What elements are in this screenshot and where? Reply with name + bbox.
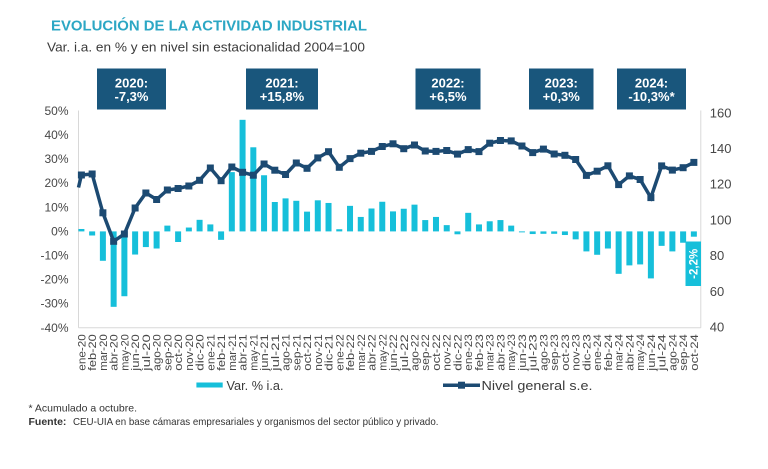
svg-text:-2,2%: -2,2%: [689, 249, 701, 279]
svg-text:nov-20: nov-20: [184, 334, 196, 371]
svg-text:abr-23: abr-23: [495, 334, 507, 371]
svg-text:sep-24: sep-24: [678, 334, 690, 371]
svg-text:mar-21: mar-21: [227, 334, 239, 371]
svg-text:2020:: 2020:: [115, 76, 148, 91]
svg-text:+0,3%: +0,3%: [543, 89, 581, 104]
svg-text:oct-23: oct-23: [560, 334, 572, 371]
svg-text:feb-21: feb-21: [216, 334, 228, 371]
svg-text:ago-24: ago-24: [667, 334, 679, 371]
svg-text:abr-20: abr-20: [109, 334, 121, 371]
svg-text:+6,5%: +6,5%: [429, 89, 467, 104]
svg-text:nov-21: nov-21: [313, 334, 325, 371]
svg-text:Fuente:: Fuente:: [29, 416, 67, 428]
svg-text:jun-23: jun-23: [517, 334, 529, 372]
svg-text:60: 60: [710, 284, 724, 299]
svg-text:100: 100: [710, 212, 732, 227]
svg-text:mar-22: mar-22: [356, 334, 368, 371]
svg-text:jun-24: jun-24: [646, 334, 658, 372]
svg-text:ene-23: ene-23: [463, 334, 475, 371]
svg-text:sep-22: sep-22: [420, 334, 432, 371]
svg-text:ago-23: ago-23: [538, 334, 550, 371]
svg-text:10%: 10%: [44, 200, 68, 214]
svg-text:ene-22: ene-22: [334, 334, 346, 371]
svg-text:+15,8%: +15,8%: [260, 89, 305, 104]
svg-text:2021:: 2021:: [265, 76, 298, 91]
svg-text:2024:: 2024:: [635, 76, 668, 91]
svg-text:may-22: may-22: [377, 334, 389, 371]
svg-text:-10,3%*: -10,3%*: [628, 89, 675, 104]
svg-text:ago-21: ago-21: [281, 334, 293, 371]
svg-text:jun-20: jun-20: [130, 334, 142, 372]
svg-text:oct-20: oct-20: [173, 334, 185, 371]
svg-text:sep-23: sep-23: [549, 334, 561, 371]
svg-text:Nivel general s.e.: Nivel general s.e.: [482, 379, 593, 393]
svg-text:nov-22: nov-22: [442, 334, 454, 371]
svg-text:feb-24: feb-24: [603, 334, 615, 371]
svg-text:Var. i.a. en % y en nivel sin: Var. i.a. en % y en nivel sin estacional…: [47, 41, 365, 55]
svg-text:feb-23: feb-23: [474, 334, 486, 371]
svg-text:jul-23: jul-23: [528, 334, 540, 372]
svg-text:40%: 40%: [44, 128, 68, 142]
svg-text:may-21: may-21: [248, 334, 260, 371]
svg-text:140: 140: [710, 141, 732, 156]
svg-text:2022:: 2022:: [431, 76, 464, 91]
svg-text:-10%: -10%: [40, 249, 68, 263]
svg-text:may-23: may-23: [506, 334, 518, 371]
svg-text:sep-21: sep-21: [291, 334, 303, 371]
svg-text:abr-24: abr-24: [624, 334, 636, 371]
svg-text:CEU-UIA en base cámaras empres: CEU-UIA en base cámaras empresariales y …: [73, 416, 439, 428]
svg-text:80: 80: [710, 248, 724, 263]
svg-text:nov-23: nov-23: [571, 334, 583, 371]
svg-text:120: 120: [710, 177, 732, 192]
svg-text:-30%: -30%: [40, 297, 68, 311]
svg-text:jul-20: jul-20: [141, 334, 153, 372]
svg-text:may-24: may-24: [635, 334, 647, 371]
svg-text:dic-23: dic-23: [581, 334, 593, 371]
svg-text:dic-21: dic-21: [324, 334, 336, 371]
svg-text:ago-22: ago-22: [410, 334, 422, 371]
svg-text:* Acumulado a octubre.: * Acumulado a octubre.: [29, 403, 138, 415]
svg-text:jun-21: jun-21: [259, 334, 271, 372]
svg-text:jul-21: jul-21: [270, 334, 282, 372]
svg-text:jul-22: jul-22: [399, 334, 411, 372]
svg-text:mar-20: mar-20: [98, 334, 110, 371]
svg-text:dic-20: dic-20: [195, 334, 207, 371]
svg-text:mar-23: mar-23: [485, 334, 497, 371]
svg-text:mar-24: mar-24: [614, 334, 626, 371]
svg-text:ene-24: ene-24: [592, 334, 604, 371]
svg-text:0%: 0%: [51, 224, 69, 238]
svg-text:160: 160: [710, 105, 732, 120]
svg-text:jun-22: jun-22: [388, 334, 400, 372]
svg-text:may-20: may-20: [119, 334, 131, 371]
svg-text:50%: 50%: [44, 104, 68, 118]
svg-text:-40%: -40%: [40, 321, 68, 335]
svg-text:oct-22: oct-22: [431, 334, 443, 371]
svg-text:dic-22: dic-22: [452, 334, 464, 371]
svg-text:ene-21: ene-21: [205, 334, 217, 371]
svg-text:ago-20: ago-20: [152, 334, 164, 371]
svg-text:feb-22: feb-22: [345, 334, 357, 371]
svg-text:40: 40: [710, 320, 724, 335]
svg-text:ene-20: ene-20: [76, 334, 88, 371]
svg-text:20%: 20%: [44, 176, 68, 190]
svg-text:oct-24: oct-24: [689, 334, 701, 371]
svg-text:2023:: 2023:: [545, 76, 578, 91]
svg-text:-20%: -20%: [40, 273, 68, 287]
svg-text:EVOLUCIÓN DE LA ACTIVIDAD INDU: EVOLUCIÓN DE LA ACTIVIDAD INDUSTRIAL: [51, 17, 367, 35]
svg-text:abr-21: abr-21: [238, 334, 250, 371]
svg-text:-7,3%: -7,3%: [115, 89, 149, 104]
svg-text:sep-20: sep-20: [162, 334, 174, 371]
svg-text:jul-24: jul-24: [657, 334, 669, 372]
svg-text:oct-21: oct-21: [302, 334, 314, 371]
svg-text:abr-22: abr-22: [367, 334, 379, 371]
svg-text:30%: 30%: [44, 152, 68, 166]
svg-text:feb-20: feb-20: [87, 334, 99, 371]
svg-text:Var. % i.a.: Var. % i.a.: [227, 379, 284, 393]
